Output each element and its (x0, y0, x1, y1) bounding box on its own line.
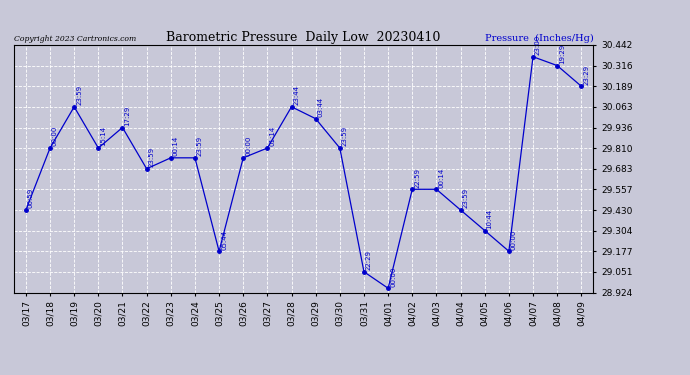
Text: 23:29: 23:29 (583, 64, 589, 85)
Text: 19:29: 19:29 (559, 44, 565, 64)
Title: Barometric Pressure  Daily Low  20230410: Barometric Pressure Daily Low 20230410 (166, 31, 441, 44)
Text: 23:59: 23:59 (342, 126, 348, 146)
Text: 23:00: 23:00 (535, 35, 541, 55)
Text: Pressure  (Inches/Hg): Pressure (Inches/Hg) (484, 33, 593, 42)
Text: 01:14: 01:14 (269, 126, 275, 146)
Text: Copyright 2023 Cartronics.com: Copyright 2023 Cartronics.com (14, 34, 136, 42)
Text: 00:00: 00:00 (511, 229, 517, 250)
Text: 00:00: 00:00 (245, 136, 251, 156)
Text: 23:59: 23:59 (462, 188, 469, 209)
Text: 22:29: 22:29 (366, 250, 372, 270)
Text: 05:44: 05:44 (221, 230, 227, 250)
Text: 23:59: 23:59 (76, 85, 82, 105)
Text: 17:29: 17:29 (124, 106, 130, 126)
Text: 23:59: 23:59 (148, 147, 155, 167)
Text: 03:44: 03:44 (317, 97, 324, 117)
Text: 10:44: 10:44 (486, 209, 493, 229)
Text: 00:00: 00:00 (52, 126, 58, 146)
Text: 15:14: 15:14 (100, 126, 106, 146)
Text: 00:14: 00:14 (438, 167, 444, 188)
Text: 00:59: 00:59 (28, 188, 34, 209)
Text: 23:44: 23:44 (293, 85, 299, 105)
Text: 00:00: 00:00 (390, 266, 396, 286)
Text: 00:14: 00:14 (172, 136, 179, 156)
Text: 22:59: 22:59 (414, 168, 420, 188)
Text: 23:59: 23:59 (197, 136, 203, 156)
